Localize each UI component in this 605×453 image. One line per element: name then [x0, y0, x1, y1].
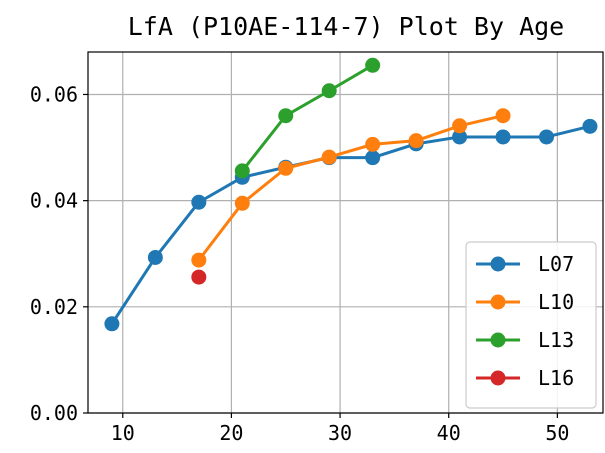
data-point-l07 — [582, 118, 598, 134]
data-point-l10 — [408, 133, 424, 149]
data-point-l10 — [191, 252, 207, 268]
data-point-l10 — [495, 108, 511, 124]
data-point-l13 — [365, 57, 381, 73]
series-l13 — [234, 57, 381, 179]
legend-label: L16 — [538, 366, 574, 390]
data-point-l13 — [234, 163, 250, 179]
y-tick-label: 0.00 — [30, 401, 78, 425]
plot-frame — [87, 51, 604, 414]
x-tick-label: 10 — [111, 421, 135, 445]
legend-item-l10: L10 — [476, 290, 574, 314]
legend-swatch-marker — [490, 332, 506, 348]
series-line-l13 — [241, 63, 374, 172]
data-point-l10 — [321, 149, 337, 165]
data-point-l07 — [147, 249, 163, 265]
legend: L07 L10 L13 L16 — [465, 241, 597, 409]
y-tick-label: 0.04 — [30, 189, 78, 213]
data-point-l10 — [234, 195, 250, 211]
data-point-l07 — [539, 129, 555, 145]
x-tick-label: 40 — [437, 421, 461, 445]
legend-item-l13: L13 — [476, 328, 574, 352]
y-tick-label: 0.02 — [30, 295, 78, 319]
x-tick-label: 30 — [328, 421, 352, 445]
legend-label: L13 — [538, 328, 574, 352]
legend-box — [465, 241, 597, 409]
legend-swatch-marker — [490, 370, 506, 386]
data-point-l13 — [321, 83, 337, 99]
data-point-l07 — [104, 316, 120, 332]
legend-item-l07: L07 — [476, 252, 574, 276]
series-l16 — [191, 269, 207, 285]
y-tick-label: 0.06 — [30, 82, 78, 106]
legend-item-l16: L16 — [476, 366, 574, 390]
data-point-l10 — [365, 136, 381, 152]
legend-label: L07 — [538, 252, 574, 276]
data-point-l10 — [452, 118, 468, 134]
data-point-l07 — [495, 129, 511, 145]
series-line-l10 — [197, 114, 504, 262]
data-point-l07 — [191, 194, 207, 210]
data-point-l07 — [365, 150, 381, 166]
chart-title: LfA (P10AE-114-7) Plot By Age — [128, 12, 565, 41]
data-point-l16 — [191, 269, 207, 285]
series-layer — [104, 57, 598, 332]
legend-label: L10 — [538, 290, 574, 314]
x-tick-label: 20 — [219, 421, 243, 445]
legend-swatch-marker — [490, 294, 506, 310]
legend-swatch-marker — [490, 256, 506, 272]
data-point-l07 — [452, 129, 468, 145]
data-point-l10 — [278, 160, 294, 176]
series-l10 — [191, 108, 511, 268]
data-point-l13 — [278, 108, 294, 124]
x-tick-label: 50 — [545, 421, 569, 445]
axis-ticks: 10 20 30 40 50 0.00 0.02 0.04 0.06 — [30, 82, 570, 445]
